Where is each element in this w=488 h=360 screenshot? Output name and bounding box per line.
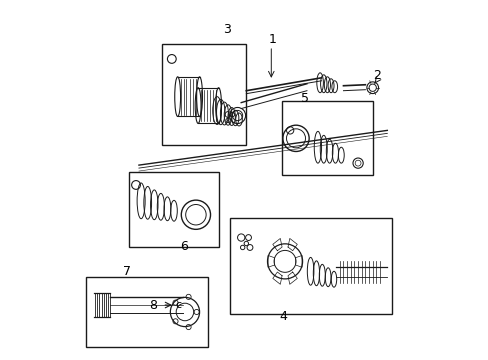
Text: 2: 2	[372, 69, 380, 82]
Text: 4: 4	[279, 310, 287, 323]
Text: 7: 7	[122, 265, 130, 278]
Text: 1: 1	[268, 33, 276, 46]
Bar	[282, 100, 372, 175]
Text: 6: 6	[180, 240, 187, 253]
Text: 5: 5	[301, 92, 308, 105]
Bar	[229, 218, 391, 314]
Bar	[161, 44, 246, 145]
Text: 8: 8	[149, 298, 157, 311]
Text: 3: 3	[222, 23, 230, 36]
Bar	[129, 172, 219, 247]
Text: c: c	[175, 300, 181, 310]
Bar	[86, 277, 208, 347]
